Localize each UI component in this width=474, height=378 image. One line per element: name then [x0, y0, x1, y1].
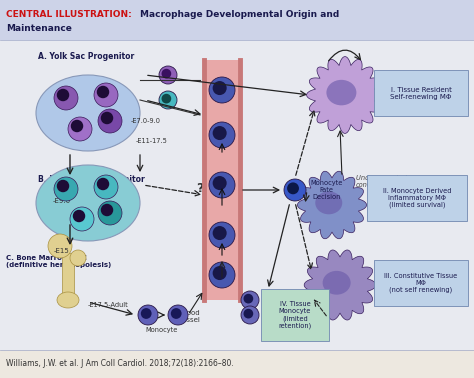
- Circle shape: [141, 308, 152, 319]
- Circle shape: [98, 109, 122, 133]
- Circle shape: [162, 94, 171, 104]
- Circle shape: [138, 305, 158, 325]
- Text: -E9.0: -E9.0: [53, 198, 71, 204]
- Circle shape: [54, 177, 78, 201]
- Text: B. Fetal-Liver Progenitor: B. Fetal-Liver Progenitor: [38, 175, 145, 184]
- Circle shape: [213, 226, 227, 240]
- Text: Macrophage Developmental Origin and: Macrophage Developmental Origin and: [140, 10, 339, 19]
- Circle shape: [97, 178, 109, 190]
- Circle shape: [97, 86, 109, 98]
- Polygon shape: [304, 250, 376, 320]
- Circle shape: [94, 83, 118, 107]
- Text: Williams, J.W. et al. J Am Coll Cardiol. 2018;72(18):2166–80.: Williams, J.W. et al. J Am Coll Cardiol.…: [6, 359, 234, 369]
- Ellipse shape: [323, 271, 351, 295]
- Circle shape: [209, 122, 235, 148]
- Text: IV. Tissue
Monocyte
(limited
retention): IV. Tissue Monocyte (limited retention): [278, 301, 311, 329]
- Circle shape: [244, 294, 253, 304]
- Circle shape: [159, 91, 177, 109]
- Ellipse shape: [327, 80, 356, 105]
- Text: Maintenance: Maintenance: [6, 24, 72, 33]
- Circle shape: [94, 175, 118, 199]
- Polygon shape: [62, 253, 74, 293]
- Circle shape: [101, 112, 113, 124]
- Ellipse shape: [36, 75, 140, 151]
- Circle shape: [241, 306, 259, 324]
- Text: I. Tissue Resident
Self-renewing MΦ: I. Tissue Resident Self-renewing MΦ: [391, 87, 452, 99]
- Circle shape: [213, 81, 227, 95]
- Circle shape: [57, 89, 69, 101]
- Polygon shape: [204, 60, 240, 300]
- Text: ?: ?: [196, 181, 204, 195]
- Text: -E15: -E15: [54, 248, 70, 254]
- Text: -E17.5-Adult: -E17.5-Adult: [88, 302, 128, 308]
- Text: C. Bone Marrow HSC
(definitive hematopoiesis): C. Bone Marrow HSC (definitive hematopoi…: [6, 255, 111, 268]
- FancyBboxPatch shape: [367, 175, 467, 221]
- Circle shape: [48, 234, 72, 258]
- Ellipse shape: [315, 191, 342, 214]
- Text: CENTRAL ILLUSTRATION:: CENTRAL ILLUSTRATION:: [6, 10, 132, 19]
- Circle shape: [213, 266, 227, 280]
- Text: -E7.0-9.0: -E7.0-9.0: [131, 118, 161, 124]
- Circle shape: [71, 120, 83, 132]
- Circle shape: [171, 308, 182, 319]
- Circle shape: [70, 250, 86, 266]
- Circle shape: [98, 201, 122, 225]
- Circle shape: [54, 86, 78, 110]
- Circle shape: [241, 291, 259, 309]
- Circle shape: [209, 222, 235, 248]
- Circle shape: [209, 77, 235, 103]
- Text: Blood
vessel: Blood vessel: [179, 310, 201, 323]
- Text: Monocyte: Monocyte: [146, 327, 178, 333]
- FancyBboxPatch shape: [261, 289, 329, 341]
- Circle shape: [57, 180, 69, 192]
- Circle shape: [159, 66, 177, 84]
- FancyBboxPatch shape: [374, 260, 468, 306]
- Text: III. Constitutive Tissue
MΦ
(not self renewing): III. Constitutive Tissue MΦ (not self re…: [384, 273, 457, 293]
- Circle shape: [209, 262, 235, 288]
- Circle shape: [162, 69, 171, 79]
- Circle shape: [284, 179, 306, 201]
- Ellipse shape: [36, 165, 140, 241]
- Circle shape: [244, 309, 253, 319]
- Text: A. Yolk Sac Progenitor: A. Yolk Sac Progenitor: [38, 52, 134, 61]
- Polygon shape: [0, 350, 474, 378]
- Text: II. Monocyte Derived
Inflammatory MΦ
(limited survival): II. Monocyte Derived Inflammatory MΦ (li…: [383, 188, 451, 208]
- Text: Monocyte
Fate
Decision: Monocyte Fate Decision: [310, 180, 342, 200]
- Circle shape: [287, 183, 299, 194]
- Ellipse shape: [57, 292, 79, 308]
- Polygon shape: [307, 57, 383, 133]
- Circle shape: [209, 172, 235, 198]
- Polygon shape: [298, 171, 366, 239]
- Polygon shape: [0, 0, 474, 40]
- Circle shape: [68, 117, 92, 141]
- Circle shape: [101, 204, 113, 216]
- Circle shape: [73, 210, 85, 222]
- Circle shape: [70, 207, 94, 231]
- Circle shape: [168, 305, 188, 325]
- Text: -E11-17.5: -E11-17.5: [136, 138, 168, 144]
- FancyBboxPatch shape: [374, 70, 468, 116]
- Text: Under permissive
conditions: Under permissive conditions: [356, 175, 415, 188]
- Circle shape: [213, 126, 227, 140]
- Circle shape: [213, 176, 227, 190]
